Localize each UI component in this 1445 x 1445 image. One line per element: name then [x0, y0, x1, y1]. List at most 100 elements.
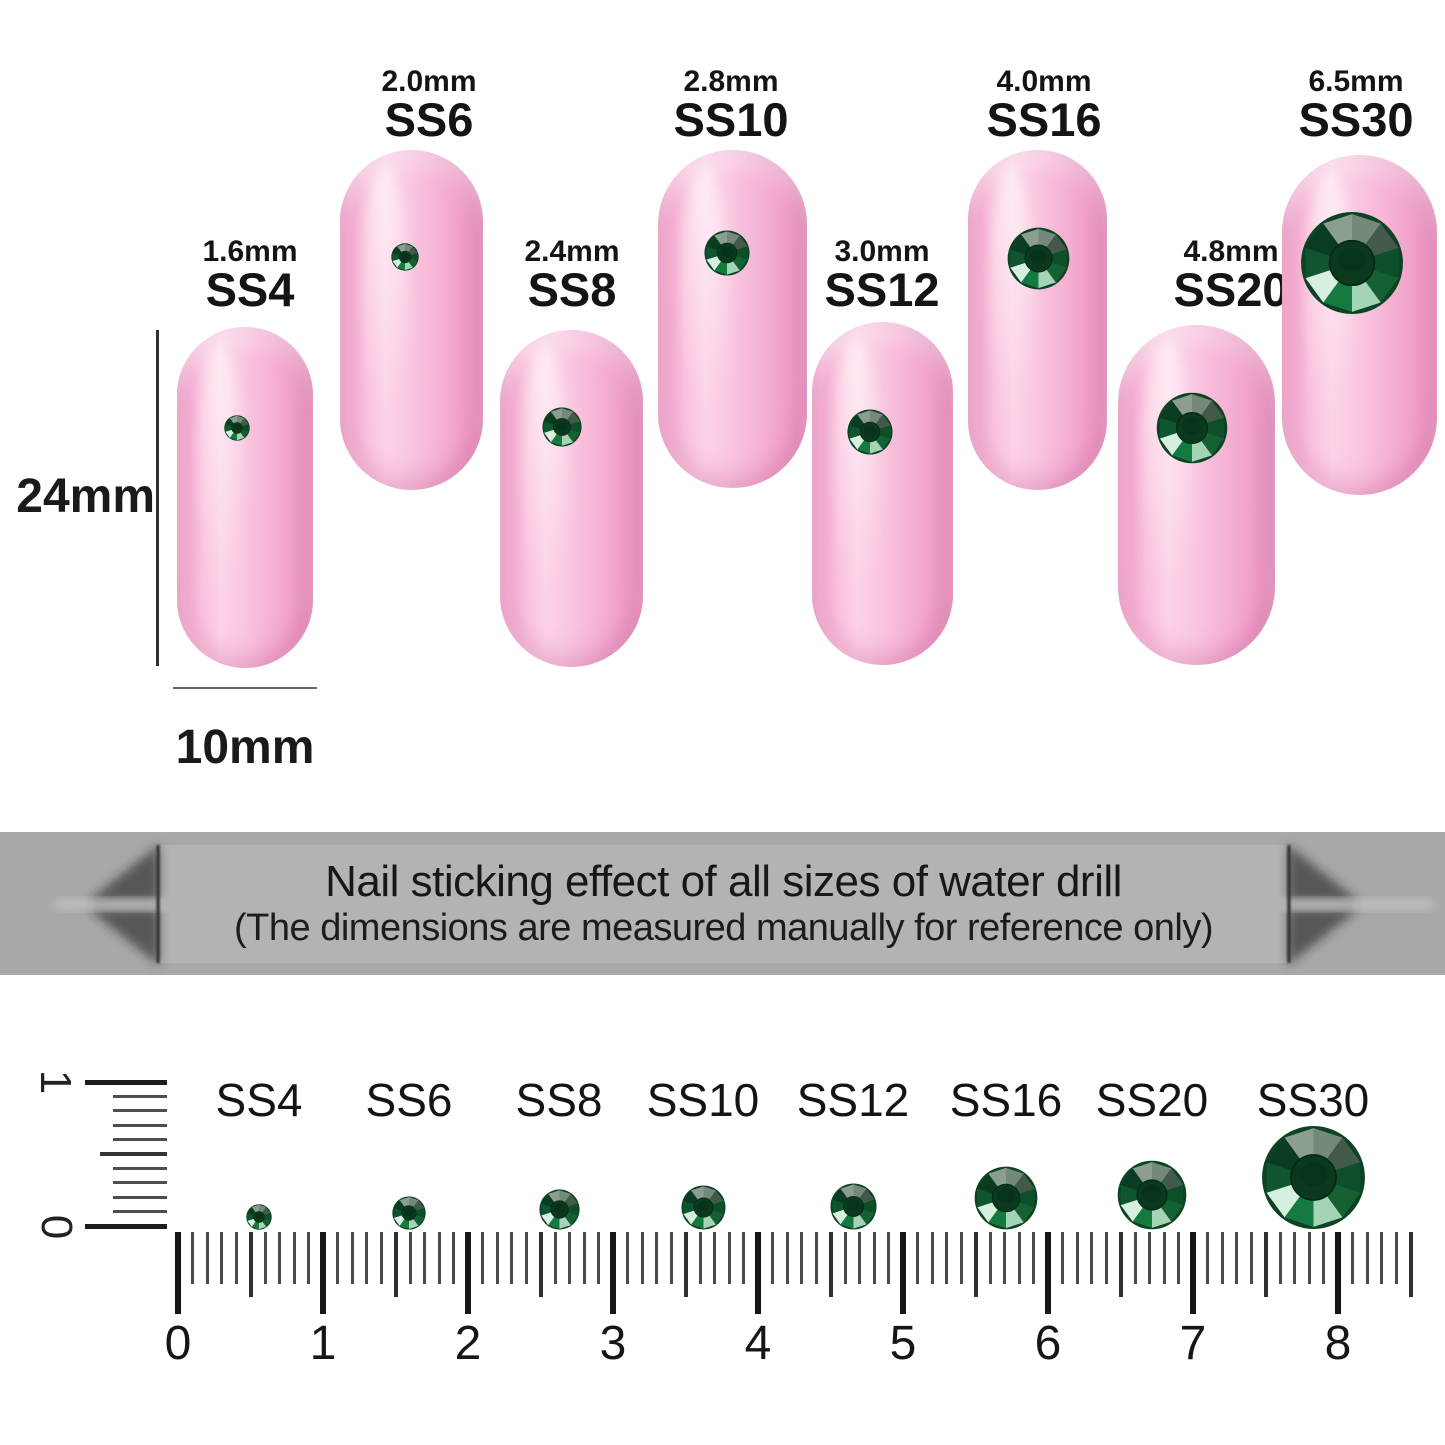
ruler-half-tick — [973, 1232, 978, 1297]
ruler-minor-tick — [698, 1232, 702, 1284]
height-dimension-line — [156, 330, 159, 666]
ruler-minor-tick — [553, 1232, 557, 1284]
ruler-minor-tick — [1351, 1232, 1354, 1284]
ruler-minor-tick — [1249, 1232, 1253, 1284]
rhinestone-loose-ss8 — [538, 1189, 580, 1230]
ruler-minor-tick — [350, 1232, 354, 1284]
ruler-minor-tick — [1017, 1232, 1021, 1284]
ruler-minor-tick — [959, 1232, 963, 1284]
nail-size-label: 1.6mm — [202, 235, 298, 268]
ruler-minor-tick — [1177, 1232, 1180, 1284]
nail-ss12 — [812, 322, 953, 665]
ruler-minor-tick — [916, 1232, 919, 1284]
ruler-minor-tick — [1293, 1232, 1296, 1284]
gem-icon — [974, 1166, 1038, 1230]
nail-ss-label: SS6 — [384, 93, 474, 146]
ruler-stone-label: SS20 — [1095, 1074, 1209, 1126]
rhinestone-loose-ss6 — [392, 1196, 426, 1230]
ruler-minor-tick — [640, 1232, 644, 1284]
ruler-minor-tick — [568, 1232, 571, 1284]
gem-icon — [704, 230, 750, 276]
ruler-minor-tick — [1322, 1232, 1325, 1284]
ruler-minor-tick — [1133, 1232, 1137, 1284]
ruler-minor-tick — [191, 1232, 194, 1284]
ruler-minor-tick — [1365, 1232, 1369, 1284]
width-dimension-line — [173, 687, 317, 689]
ruler-minor-tick — [336, 1232, 339, 1284]
ruler-vertical-minor-tick — [113, 1195, 167, 1199]
ruler-number: 6 — [1034, 1317, 1062, 1370]
ruler-major-tick — [1190, 1232, 1196, 1314]
ruler-number: 3 — [599, 1317, 627, 1370]
gem-icon — [1260, 1125, 1366, 1230]
ruler-major-tick — [755, 1232, 761, 1314]
ruler-half-tick — [683, 1232, 688, 1297]
ruler-number: 4 — [744, 1317, 772, 1370]
ruler-minor-tick — [292, 1232, 296, 1284]
ruler-minor-tick — [1235, 1232, 1238, 1284]
ruler-minor-tick — [872, 1232, 876, 1284]
ruler-minor-tick — [1307, 1232, 1311, 1284]
ruler-number: 8 — [1324, 1317, 1352, 1370]
ruler-minor-tick — [1380, 1232, 1383, 1284]
gem-icon — [1006, 226, 1070, 290]
fold-shadows — [88, 845, 1359, 965]
height-dimension-label: 24mm — [16, 470, 155, 523]
banner-fold-decorations — [55, 845, 1433, 965]
ruler-half-tick — [1263, 1232, 1268, 1297]
ruler-minor-tick — [742, 1232, 745, 1284]
ruler-stone-label: SS6 — [365, 1074, 453, 1126]
ruler-major-tick — [610, 1232, 616, 1314]
ruler-minor-tick — [771, 1232, 774, 1284]
ruler-vertical-number-bottom: 0 — [32, 1214, 81, 1240]
ruler-minor-tick — [597, 1232, 600, 1284]
ruler-minor-tick — [1148, 1232, 1151, 1284]
ruler-vertical-major-tick — [85, 1079, 167, 1085]
banner: Nail sticking effect of all sizes of wat… — [0, 832, 1445, 975]
ruler-vertical-minor-tick — [113, 1166, 167, 1170]
ruler-half-tick — [538, 1232, 543, 1297]
ruler-minor-tick — [843, 1232, 847, 1284]
ruler-major-tick — [1335, 1232, 1341, 1314]
nail-ss10 — [658, 150, 807, 488]
ruler-minor-tick — [1220, 1232, 1224, 1284]
ruler-number: 0 — [164, 1317, 192, 1370]
ruler-minor-tick — [307, 1232, 310, 1284]
ruler-minor-tick — [263, 1232, 267, 1284]
ruler-minor-tick — [713, 1232, 716, 1284]
ruler-number: 7 — [1179, 1317, 1207, 1370]
ruler-minor-tick — [1090, 1232, 1093, 1284]
ruler-minor-tick — [1278, 1232, 1282, 1284]
nail-ss-label: SS4 — [205, 263, 295, 316]
rhinestone-on-nail-ss30 — [1300, 211, 1404, 315]
rhinestone-on-nail-ss20 — [1156, 392, 1228, 464]
width-dimension-label: 10mm — [175, 721, 315, 774]
nail-ss20 — [1118, 325, 1275, 665]
ruler-minor-tick — [1075, 1232, 1079, 1284]
gem-icon — [1300, 211, 1404, 315]
gem-icon — [1156, 392, 1228, 464]
ruler-minor-tick — [495, 1232, 499, 1284]
rhinestone-loose-ss12 — [829, 1183, 877, 1230]
gem-icon — [680, 1185, 726, 1230]
ruler-minor-tick — [452, 1232, 455, 1284]
nail-size-label: 2.8mm — [683, 65, 779, 98]
ruler-minor-tick — [524, 1232, 528, 1284]
rhinestone-loose-ss16 — [974, 1166, 1038, 1230]
gem-icon — [542, 407, 582, 447]
banner-title: Nail sticking effect of all sizes of wat… — [325, 857, 1122, 907]
rhinestone-on-nail-ss10 — [704, 230, 750, 276]
ruler-minor-tick — [814, 1232, 818, 1284]
ruler-minor-tick — [655, 1232, 658, 1284]
rhinestone-loose-ss20 — [1117, 1160, 1187, 1230]
gem-icon — [1117, 1160, 1187, 1230]
ruler-vertical-minor-tick — [113, 1210, 167, 1214]
rhinestone-on-nail-ss12 — [847, 409, 893, 455]
ruler-major-tick — [465, 1232, 471, 1314]
banner-subtitle: (The dimensions are measured manually fo… — [234, 906, 1213, 949]
nail-size-label: 4.0mm — [996, 65, 1092, 98]
nail-ss-label: SS10 — [673, 93, 789, 146]
rhinestone-on-nail-ss6 — [391, 243, 419, 271]
nail-ss4 — [177, 327, 313, 668]
ribbon-edge-lines — [156, 845, 1291, 963]
